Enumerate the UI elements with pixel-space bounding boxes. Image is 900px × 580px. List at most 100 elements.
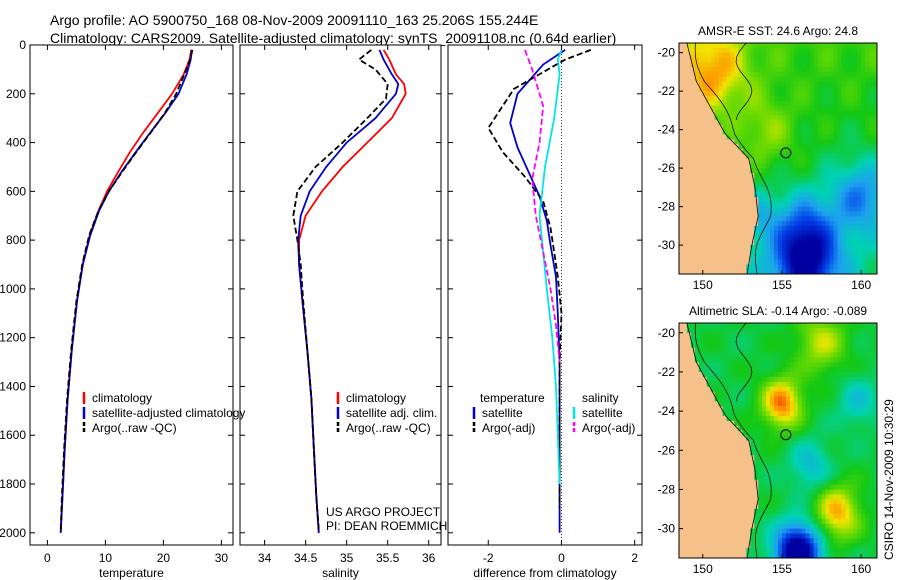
map-cell (797, 120, 803, 126)
map-cell (694, 460, 700, 466)
map-cell (789, 177, 795, 184)
map-cell (754, 158, 759, 164)
map-cell (679, 264, 684, 270)
map-cell (746, 513, 751, 520)
map-cell (778, 474, 783, 481)
map-cell (722, 337, 728, 344)
map-cell (797, 43, 803, 49)
map-cell (690, 129, 696, 136)
map-cell (829, 352, 835, 358)
map-cell (686, 504, 692, 510)
map-cell (817, 139, 823, 145)
map-cell (821, 420, 827, 427)
map-cell (782, 484, 787, 491)
map-cell (869, 153, 874, 160)
map-cell (730, 67, 736, 73)
map-cell (869, 240, 874, 246)
map-cell (698, 372, 704, 378)
map-cell (679, 420, 684, 427)
map-cell (730, 100, 736, 107)
map-cell (679, 177, 684, 184)
map-cell (746, 245, 751, 251)
map-cell (718, 76, 724, 83)
map-cell (813, 548, 819, 554)
map-cell (766, 221, 771, 227)
map-cell (730, 177, 736, 184)
map-cell (730, 376, 736, 383)
map-cell (690, 386, 696, 393)
map-cell (726, 362, 732, 368)
map-cell (754, 76, 759, 83)
map-cell (873, 269, 877, 274)
map-cell (758, 62, 763, 68)
map-cell (829, 71, 835, 78)
map-cell (706, 163, 712, 169)
map-cell (782, 430, 787, 437)
map-cell (734, 435, 739, 442)
map-cell (734, 264, 739, 270)
map-cell (754, 440, 759, 446)
map-cell (750, 76, 755, 83)
map-cell (861, 105, 866, 112)
map-cell (706, 332, 712, 339)
map-cell (829, 450, 835, 456)
map-cell (694, 543, 700, 549)
map-cell (873, 221, 877, 227)
map-cell (841, 197, 846, 203)
map-cell (706, 86, 712, 92)
map-cell (833, 269, 838, 274)
map-cell (821, 182, 827, 189)
map-cell (679, 211, 684, 217)
map-cell (722, 430, 728, 437)
map-cell (750, 124, 755, 131)
map-cell (734, 269, 739, 274)
map-cell (679, 81, 684, 87)
map-cell (805, 342, 811, 349)
x-tick-label: 20 (157, 551, 171, 565)
map-cell (845, 71, 850, 78)
map-cell (797, 460, 803, 466)
map-cell (853, 254, 858, 261)
map-cell (690, 352, 696, 358)
map-cell (710, 148, 716, 155)
map-cell (702, 499, 708, 505)
map-cell (754, 376, 759, 383)
map-cell (849, 357, 854, 363)
map-cell (833, 357, 838, 363)
map-cell (849, 177, 854, 184)
map-cell (738, 86, 743, 92)
map-cell (825, 411, 831, 417)
map-cell (841, 342, 846, 349)
map-cell (849, 264, 854, 270)
map-cell (821, 342, 827, 349)
map-cell (861, 523, 866, 530)
map-cell (785, 533, 791, 539)
map-cell (857, 445, 862, 451)
map-cell (774, 465, 779, 471)
map-cell (694, 347, 700, 353)
map-cell (750, 509, 755, 515)
map-cell (770, 86, 775, 92)
map-cell (758, 440, 763, 446)
map-cell (805, 47, 811, 54)
map-cell (825, 206, 831, 213)
map-cell (734, 110, 739, 116)
map-cell (726, 469, 732, 476)
map-cell (754, 139, 759, 145)
map-cell (750, 105, 755, 112)
map-cell (817, 460, 823, 466)
map-cell (853, 469, 858, 476)
map-cell (809, 177, 815, 184)
map-cell (857, 129, 862, 136)
map-cell (801, 120, 807, 126)
map-cell (829, 372, 835, 378)
map-cell (686, 440, 692, 446)
map-cell (869, 386, 874, 393)
map-cell (679, 254, 684, 261)
map-cell (774, 513, 779, 520)
map-cell (750, 57, 755, 63)
map-cell (694, 479, 700, 486)
map-cell (853, 245, 858, 251)
map-cell (857, 216, 862, 222)
map-cell (821, 76, 827, 83)
